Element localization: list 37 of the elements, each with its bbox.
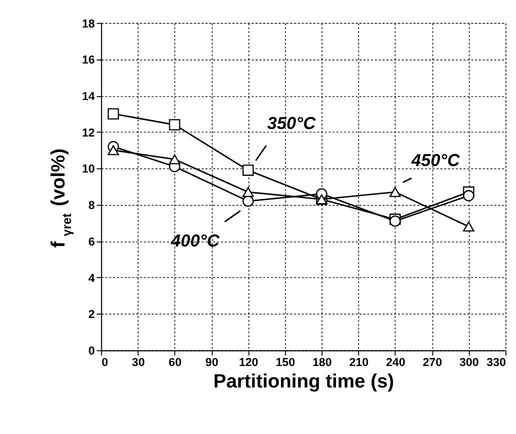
point — [242, 187, 254, 197]
point — [463, 222, 474, 232]
x-tick-label: 270 — [422, 357, 442, 370]
y-tick-label: 4 — [88, 272, 96, 285]
y-tick-label: 2 — [88, 309, 95, 322]
y-tick-label: 16 — [82, 54, 95, 67]
y-tick-label: 14 — [82, 90, 96, 103]
point — [168, 154, 180, 164]
x-tick-label: 210 — [349, 357, 368, 370]
point — [108, 145, 119, 156]
y-axis-title: fγret (vol%) — [48, 148, 74, 248]
point — [390, 187, 401, 197]
y-tick-label: 8 — [88, 200, 96, 212]
y-tick-label: 0 — [88, 346, 95, 358]
point — [168, 119, 180, 130]
x-tick-label: 120 — [238, 357, 258, 370]
x-tick-label: 180 — [312, 357, 332, 370]
y-tick-label: 12 — [82, 127, 95, 140]
y-tick-label: 18 — [82, 18, 96, 30]
y-tick-label: 6 — [88, 236, 95, 248]
point — [242, 196, 254, 207]
x-tick-label: 300 — [460, 357, 479, 370]
x-tick-label: 60 — [168, 357, 182, 370]
x-tick-label: 30 — [132, 357, 145, 370]
x-tick-label: 90 — [205, 357, 218, 370]
point — [242, 164, 254, 176]
y-tick-label: 10 — [82, 164, 95, 176]
series-label: 350°C — [267, 112, 316, 133]
point — [108, 108, 119, 120]
x-tick-label: 330 — [486, 357, 506, 370]
legend-label: 400°C — [170, 230, 220, 250]
x-tick-label: 0 — [102, 357, 108, 370]
x-tick-label: 240 — [386, 357, 406, 370]
x-axis-title: Partitioning time (s) — [213, 371, 394, 392]
x-tick-label: 150 — [276, 357, 295, 370]
point — [463, 190, 474, 202]
series-label: 450°C — [410, 150, 460, 170]
